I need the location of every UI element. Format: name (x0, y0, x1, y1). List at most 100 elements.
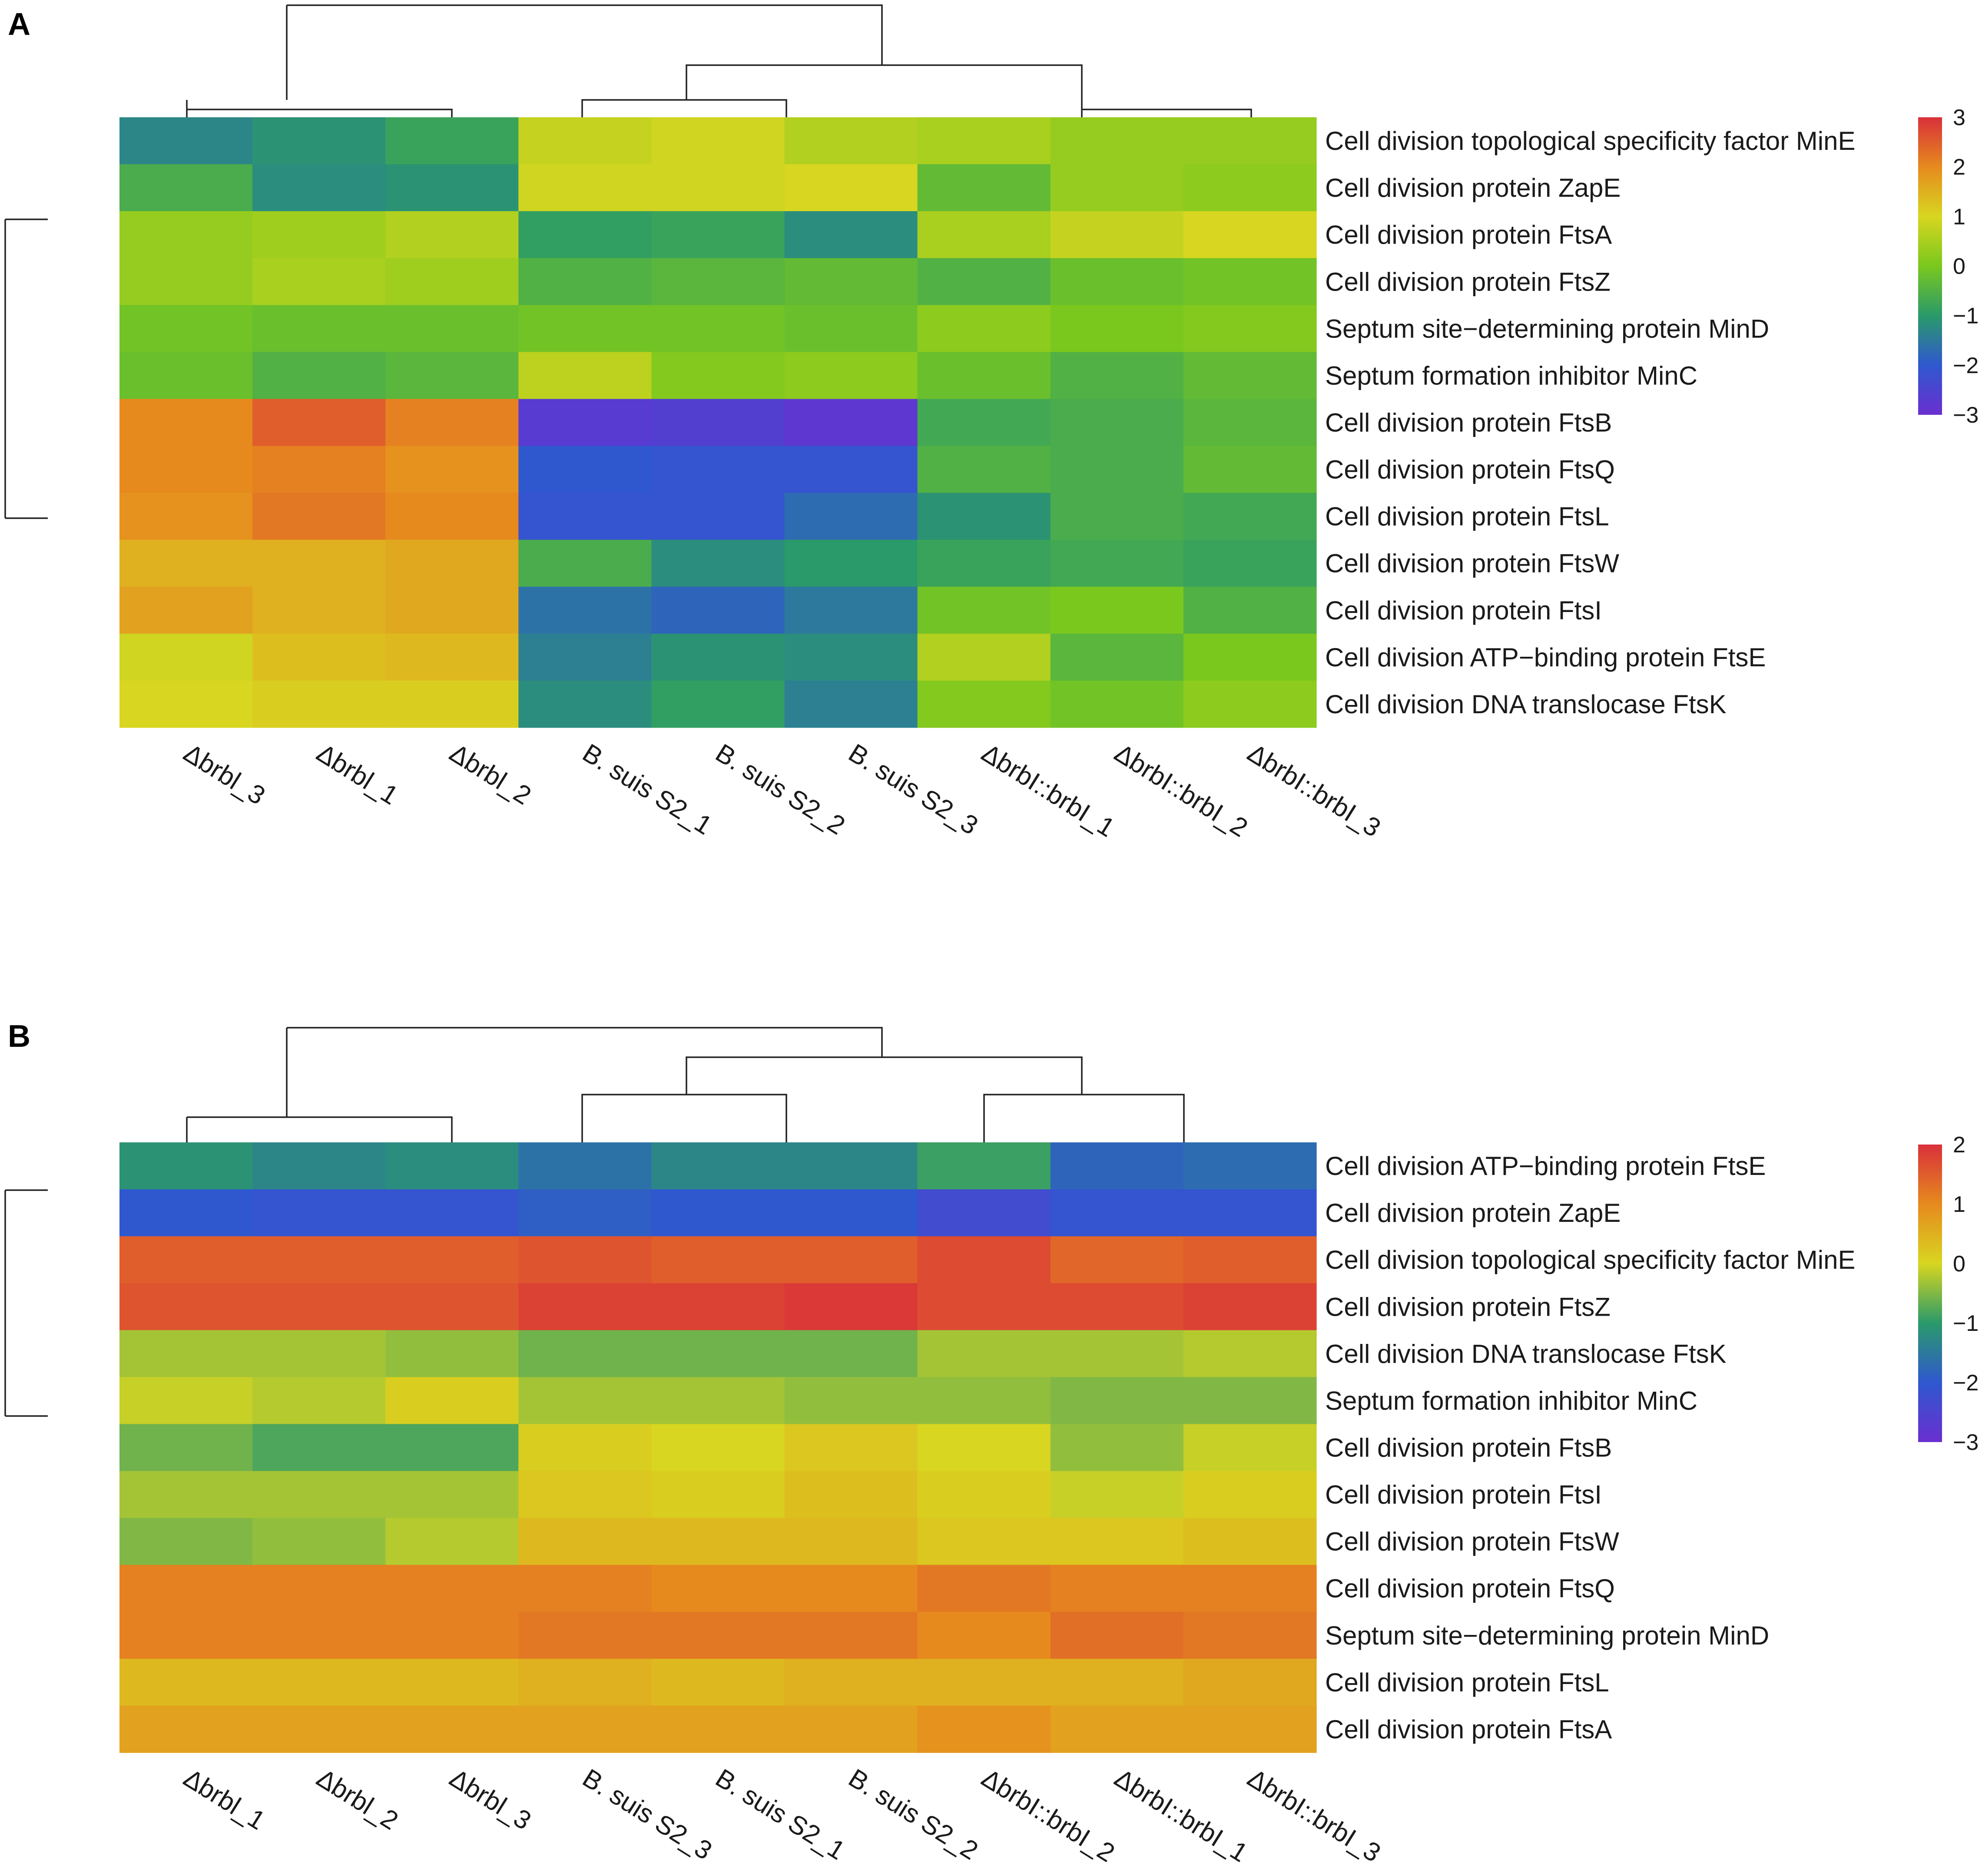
heatmap-cell (518, 1518, 652, 1565)
heatmap-cell (252, 633, 386, 681)
heatmap-cell (252, 164, 386, 212)
heatmap-cell (651, 258, 785, 305)
heatmap-cell (1183, 164, 1317, 212)
heatmap-cell (1183, 493, 1317, 540)
heatmap-cell (784, 1565, 918, 1612)
heatmap-cell (385, 1142, 519, 1190)
heatmap-cell (917, 633, 1051, 681)
heatmap-cell (1050, 539, 1184, 587)
heatmap-cell (784, 399, 918, 447)
heatmap-cell (252, 1705, 386, 1753)
colorbar-tick-label: −2 (1953, 1370, 1979, 1396)
row-label: Cell division DNA translocase FtsK (1325, 690, 1727, 719)
heatmap-cell (784, 1377, 918, 1425)
heatmap-cell (917, 446, 1051, 493)
heatmap-cell (385, 1236, 519, 1284)
row-label: Cell division topological specificity fa… (1325, 126, 1856, 156)
heatmap-cell (252, 1377, 386, 1425)
heatmap-cell (1050, 1142, 1184, 1190)
colorbar-ticks-a: 3 2 1 0 −1 −2 −3 (1953, 105, 1979, 428)
heatmap-cell (651, 493, 785, 540)
heatmap-cell (518, 633, 652, 681)
heatmap-cell (252, 1611, 386, 1659)
heatmap-cell (518, 1142, 652, 1190)
heatmap-cell (1183, 1283, 1317, 1330)
heatmap-cell (1050, 117, 1184, 165)
row-dendrogram-b (4, 1189, 48, 1417)
heatmap-cell (1183, 1330, 1317, 1377)
row-label: Cell division protein FtsQ (1325, 1574, 1615, 1603)
heatmap-cell (252, 117, 386, 165)
heatmap-cell (119, 586, 253, 634)
heatmap-cell (917, 258, 1051, 305)
row-label: Cell division protein FtsW (1325, 549, 1619, 578)
heatmap-cell (518, 1330, 652, 1377)
row-label: Cell division ATP−binding protein FtsE (1325, 1151, 1766, 1181)
heatmap-cell (385, 1518, 519, 1565)
panel-b: B Cell division ATP−binding protein FtsE… (4, 1019, 1979, 1868)
colorbar-tick-label: −2 (1953, 353, 1979, 378)
panel-letter-a: A (8, 7, 30, 42)
heatmap-cell (917, 1658, 1051, 1706)
heatmap-cell (119, 352, 253, 400)
row-label: Cell division DNA translocase FtsK (1325, 1339, 1727, 1368)
heatmap-cell (1183, 1142, 1317, 1190)
heatmap-cell (518, 117, 652, 165)
heatmap-cell (1050, 399, 1184, 447)
heatmap-cell (917, 305, 1051, 352)
heatmap-cell (651, 680, 785, 728)
heatmap-cell (385, 1611, 519, 1659)
heatmap-cell (252, 493, 386, 540)
colorbar-tick-label: −1 (1953, 304, 1979, 329)
heatmap-cell (651, 1142, 785, 1190)
heatmap-cell (917, 539, 1051, 587)
heatmap-cell (651, 352, 785, 400)
colorbar-tick-label: −1 (1953, 1311, 1979, 1336)
heatmap-cell (385, 446, 519, 493)
heatmap-cell (651, 1471, 785, 1519)
heatmap-cell (784, 1424, 918, 1472)
heatmap-cell (385, 258, 519, 305)
heatmap-cell (1050, 305, 1184, 352)
heatmap-cell (784, 164, 918, 212)
heatmap-cell (518, 352, 652, 400)
heatmap-cell (1183, 1189, 1317, 1237)
heatmap-cell (252, 1189, 386, 1237)
heatmap-cell (784, 1189, 918, 1237)
heatmap-grid-a (119, 117, 1317, 728)
heatmap-cell (252, 539, 386, 587)
heatmap-cell (252, 211, 386, 258)
row-label: Septum formation inhibitor MinC (1325, 361, 1697, 390)
heatmap-cell (917, 211, 1051, 258)
heatmap-cell (917, 1377, 1051, 1425)
heatmap-cell (119, 1142, 253, 1190)
heatmap-cell (651, 164, 785, 212)
heatmap-cell (917, 1142, 1051, 1190)
heatmap-cell (385, 586, 519, 634)
heatmap-cell (119, 1424, 253, 1472)
row-label: Cell division protein FtsB (1325, 408, 1612, 437)
heatmap-cell (784, 1330, 918, 1377)
heatmap-cell (651, 1658, 785, 1706)
heatmap-cell (1050, 1236, 1184, 1284)
heatmap-cell (1183, 1377, 1317, 1425)
heatmap-cell (252, 258, 386, 305)
heatmap-cell (917, 164, 1051, 212)
heatmap-cell (651, 446, 785, 493)
heatmap-cell (917, 1283, 1051, 1330)
heatmap-cell (917, 1471, 1051, 1519)
heatmap-cell (518, 1658, 652, 1706)
heatmap-cell (784, 446, 918, 493)
heatmap-grid-b (119, 1142, 1317, 1753)
heatmap-cell (917, 117, 1051, 165)
heatmap-cell (917, 1330, 1051, 1377)
heatmap-cell (651, 1189, 785, 1237)
heatmap-cell (917, 1565, 1051, 1612)
heatmap-cell (385, 1377, 519, 1425)
heatmap-cell (119, 1611, 253, 1659)
heatmap-cell (252, 352, 386, 400)
heatmap-cell (119, 680, 253, 728)
row-label: Cell division protein ZapE (1325, 1198, 1621, 1228)
heatmap-cell (119, 305, 253, 352)
